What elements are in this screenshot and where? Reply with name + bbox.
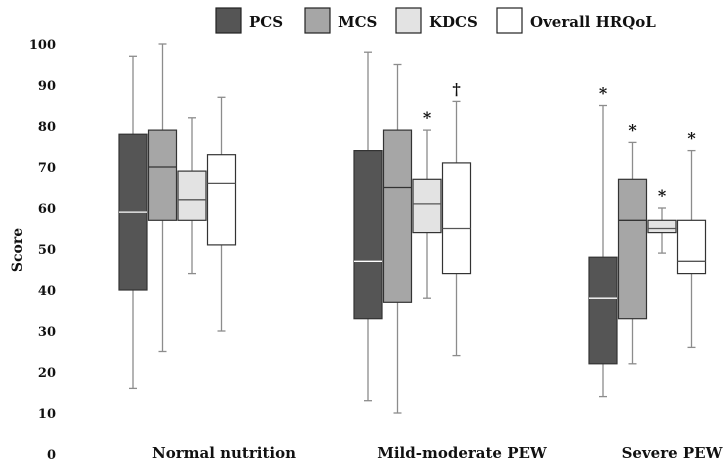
box-iqr: [177, 170, 207, 221]
box-iqr: [647, 219, 677, 234]
box-iqr: [147, 129, 178, 221]
y-tick-label: 90: [38, 79, 56, 94]
category-label: Mild-moderate PEW: [377, 444, 548, 460]
y-tick-label: 10: [38, 407, 56, 422]
box-iqr: [412, 178, 442, 234]
y-axis: 0 10 20 30 40 50 60 70 80 90 100: [29, 38, 56, 460]
y-tick-label: 40: [38, 284, 56, 299]
legend-swatch: [496, 7, 523, 34]
significance-marker: *: [628, 120, 637, 139]
legend-label: MCS: [338, 13, 377, 31]
box-iqr: [441, 162, 472, 275]
legend-swatch: [215, 7, 242, 34]
y-tick-label: 80: [38, 120, 56, 135]
legend-swatch: [304, 7, 331, 34]
y-tick-label: 20: [38, 366, 56, 381]
y-tick-label: 60: [38, 202, 56, 217]
significance-marker: †: [452, 79, 460, 98]
box-iqr: [588, 256, 618, 365]
box-iqr: [617, 178, 648, 320]
box-iqr: [676, 219, 707, 275]
significance-marker: *: [687, 129, 696, 148]
box-iqr: [206, 154, 237, 246]
plot-area: * * * * † *: [118, 43, 707, 414]
y-tick-label: 100: [29, 38, 56, 53]
x-axis: Normal nutrition Mild-moderate PEW Severe …: [152, 444, 723, 460]
category-label: Normal nutrition: [152, 444, 296, 460]
y-tick-label: 70: [38, 161, 56, 176]
y-axis-label: Score: [10, 228, 26, 272]
significance-marker: *: [658, 186, 667, 205]
box-iqr: [353, 150, 383, 320]
legend-label: PCS: [249, 13, 283, 31]
y-tick-label: 50: [38, 243, 56, 258]
significance-marker: *: [423, 108, 432, 127]
legend-label: Overall HRQoL: [530, 13, 656, 31]
significance-marker: *: [599, 84, 608, 103]
legend: PCS MCS KDCS Overall HRQoL: [215, 7, 656, 34]
category-label: Severe PEW: [622, 444, 723, 460]
y-tick-label: 30: [38, 325, 56, 340]
box-iqr: [382, 129, 413, 303]
y-tick-label: 0: [47, 448, 56, 460]
legend-label: KDCS: [429, 13, 478, 31]
legend-swatch: [395, 7, 422, 34]
